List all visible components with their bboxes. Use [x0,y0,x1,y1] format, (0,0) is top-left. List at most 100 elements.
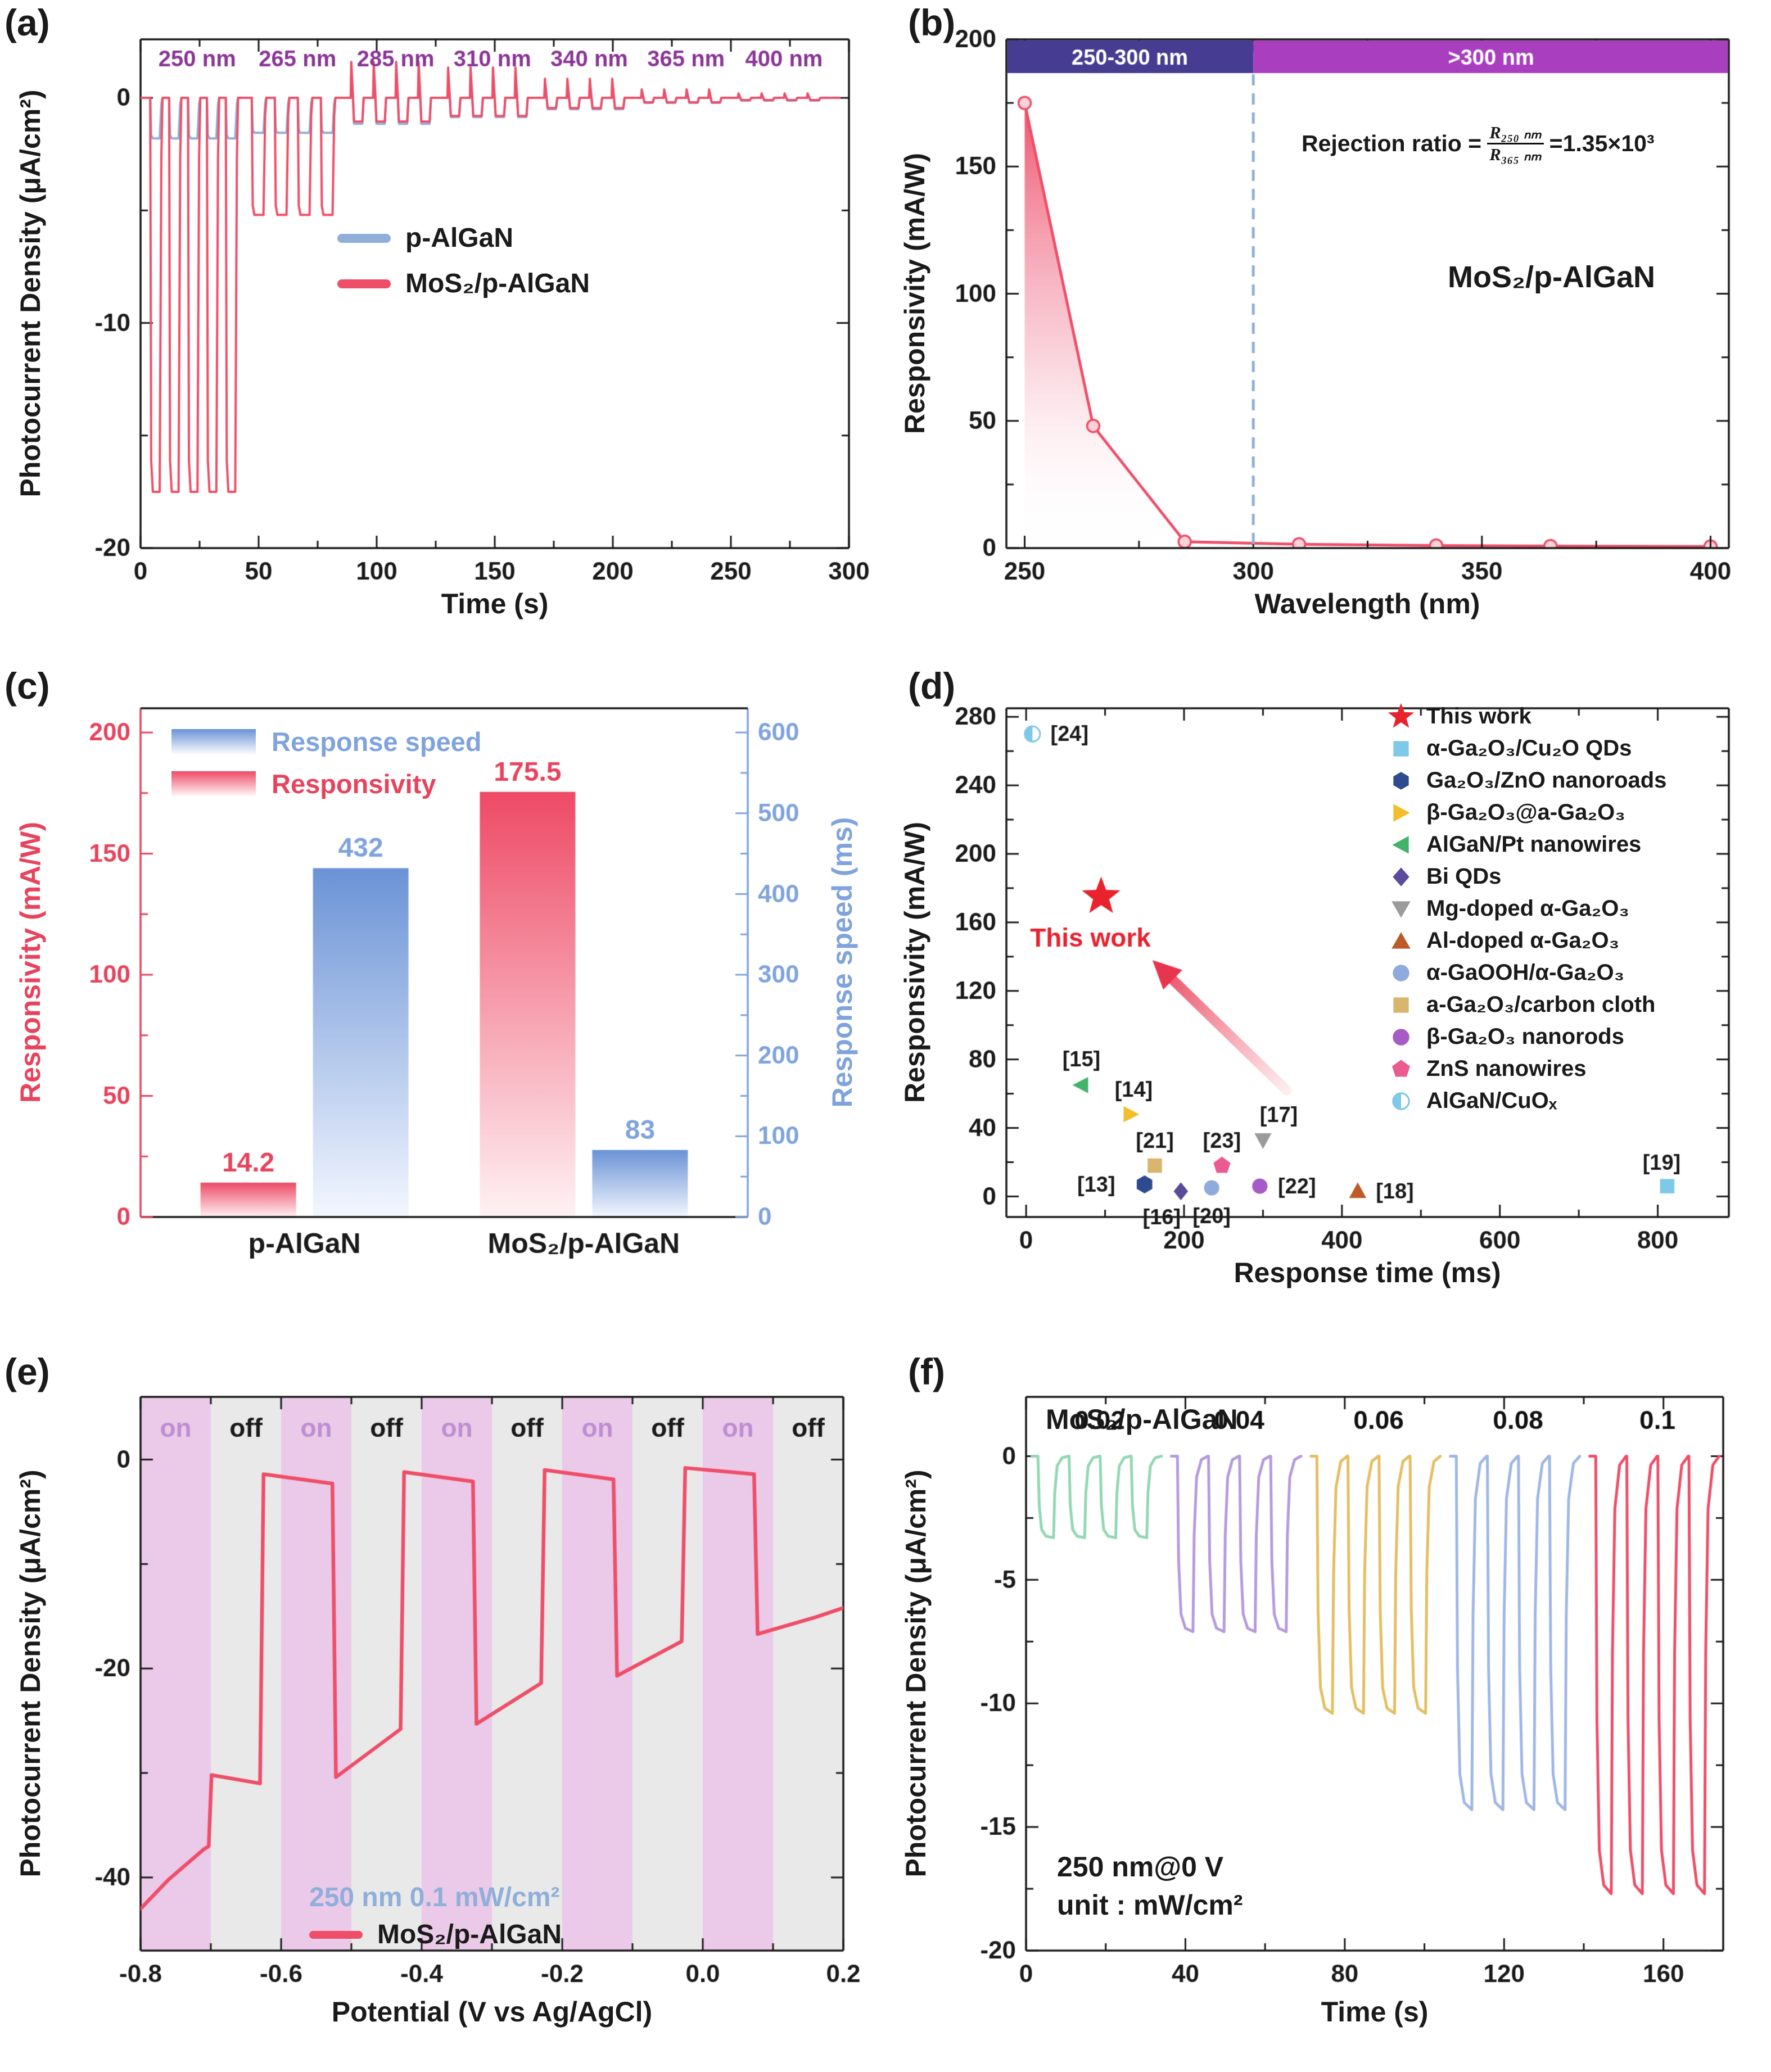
panel-e: (e) Photocurrent Density (μA/cm²) Potent… [0,1349,885,2072]
panel-e-x-axis-title: Potential (V vs Ag/AgCl) [331,1996,653,2028]
legend-item: Mg-doped α-Ga₂O₃ [1385,893,1666,925]
panel-b-chart [885,0,1771,663]
panel-a-y-axis-title: Photocurrent Density (μA/cm²) [15,89,46,497]
panel-d-legend: This work α-Ga₂O₃/Cu₂O QDs Ga₂O₃/ZnO nanor… [1385,700,1666,1117]
legend-item: This work [1385,700,1666,732]
panel-d-y-axis-title: Responsivity (mA/W) [899,821,930,1103]
panel-a-letter: (a) [4,2,50,43]
panel-a-legend: p-AlGaN MoS₂/p-AlGaN [337,223,590,314]
rejection-ratio-annotation: Rejection ratio = R₂₅₀ ₙₘ R₃₆₅ ₙₘ =1.35×… [1302,123,1655,164]
legend-label: α-GaOOH/α-Ga₂O₃ [1426,960,1625,985]
panel-a-x-axis-title: Time (s) [441,588,549,619]
legend-item: Response speed [171,726,482,757]
legend-label: AlGaN/CuOₓ [1426,1088,1557,1113]
triangle-right-icon [1385,801,1417,825]
legend-label: Responsivity [272,769,436,799]
legend-label: a-Ga₂O₃/carbon cloth [1426,992,1656,1017]
panel-f-device-label: MoS₂/p-AlGaN [1046,1404,1238,1435]
panel-d-letter: (d) [908,665,956,707]
legend-label: MoS₂/p-AlGaN [377,1920,562,1949]
panel-b-letter: (b) [908,2,956,43]
panel-d-chart [885,663,1771,1349]
legend-gradient-swatch [171,729,256,755]
legend-line-swatch [309,1930,363,1939]
panel-f-condition-line2: unit : mW/cm² [1057,1889,1243,1921]
panel-e-y-axis-title: Photocurrent Density (μA/cm²) [15,1469,46,1878]
hexagon-icon [1385,769,1417,793]
star-icon [1385,702,1417,732]
square-icon [1385,737,1417,761]
legend-item: MoS₂/p-AlGaN [309,1919,562,1950]
legend-item: Bi QDs [1385,861,1666,893]
panel-e-chart [0,1349,885,2072]
legend-item: AlGaN/CuOₓ [1385,1085,1666,1117]
panel-c-y-axis-title-left: Responsivity (mA/W) [15,821,46,1103]
legend-label: Bi QDs [1426,864,1502,889]
panel-d: (d) Responsivity (mA/W) Response time (m… [885,663,1771,1349]
legend-item: AlGaN/Pt nanowires [1385,829,1666,861]
legend-gradient-swatch [171,771,256,797]
legend-line-swatch [337,279,391,288]
circle-icon [1385,1025,1417,1049]
legend-line-swatch [337,233,391,243]
panel-a: (a) Photocurrent Density (μA/cm²) Time (… [0,0,885,663]
legend-item: α-Ga₂O₃/Cu₂O QDs [1385,732,1666,764]
panel-b-y-axis-title: Responsivity (mA/W) [899,152,930,435]
rejection-fraction: R₂₅₀ ₙₘ R₃₆₅ ₙₘ [1487,123,1544,164]
panel-e-letter: (e) [4,1351,50,1392]
legend-label: Al-doped α-Ga₂O₃ [1426,928,1620,953]
square-icon [1385,993,1417,1017]
rejection-prefix: Rejection ratio = [1302,130,1482,156]
legend-item: Ga₂O₃/ZnO nanoroads [1385,764,1666,797]
legend-label: This work [1426,704,1531,729]
panel-f-y-axis-title: Photocurrent Density (μA/cm²) [900,1469,932,1878]
panel-f-letter: (f) [908,1351,945,1392]
legend-item: α-GaOOH/α-Ga₂O₃ [1385,957,1666,989]
legend-item: MoS₂/p-AlGaN [337,268,590,299]
legend-item: ZnS nanowires [1385,1053,1666,1085]
diamond-icon [1385,865,1417,889]
rejection-denominator: R₃₆₅ ₙₘ [1489,144,1542,164]
circle-icon [1385,961,1417,985]
legend-item: a-Ga₂O₃/carbon cloth [1385,989,1666,1021]
panel-b-x-axis-title: Wavelength (nm) [1254,588,1480,619]
panel-f-condition-line1: 250 nm@0 V [1057,1851,1224,1883]
panel-c: (c) Responsivity (mA/W) Response speed (… [0,663,885,1349]
panel-b-device-label: MoS₂/p-AlGaN [1448,260,1655,294]
legend-label: α-Ga₂O₃/Cu₂O QDs [1426,736,1632,761]
panel-a-chart [0,0,885,663]
panel-b: (b) Responsivity (mA/W) Wavelength (nm) … [885,0,1771,663]
legend-label: Ga₂O₃/ZnO nanoroads [1426,768,1667,793]
panel-c-letter: (c) [4,665,50,707]
panel-c-y-axis-title-right: Response speed (ms) [826,817,858,1108]
panel-f: (f) Photocurrent Density (μA/cm²) Time (… [885,1349,1771,2072]
legend-label: p-AlGaN [405,223,513,253]
legend-label: ZnS nanowires [1426,1056,1587,1081]
legend-label: Mg-doped α-Ga₂O₃ [1426,896,1629,921]
pentagon-icon [1385,1057,1417,1081]
panel-f-chart [885,1349,1771,2072]
legend-label: Response speed [272,727,482,757]
rejection-numerator: R₂₅₀ ₙₘ [1487,123,1544,144]
panel-e-condition-label: 250 nm 0.1 mW/cm² [309,1883,560,1912]
legend-item: Al-doped α-Ga₂O₃ [1385,925,1666,957]
circle-half-icon [1385,1089,1417,1113]
panel-d-x-axis-title: Response time (ms) [1234,1257,1501,1288]
triangle-up-icon [1385,929,1417,953]
legend-item: β-Ga₂O₃@a-Ga₂O₃ [1385,797,1666,829]
legend-item: Responsivity [171,768,482,799]
legend-item: p-AlGaN [337,223,590,254]
triangle-left-icon [1385,833,1417,857]
panel-e-legend: MoS₂/p-AlGaN [309,1919,562,1965]
rejection-value: =1.35×10³ [1549,130,1655,156]
legend-label: β-Ga₂O₃ nanorods [1426,1024,1624,1049]
legend-label: MoS₂/p-AlGaN [405,269,590,298]
legend-label: AlGaN/Pt nanowires [1426,832,1642,857]
panel-c-legend: Response speed Responsivity [171,726,482,811]
legend-item: β-Ga₂O₃ nanorods [1385,1021,1666,1053]
panel-c-chart [0,663,885,1349]
triangle-down-icon [1385,897,1417,921]
legend-label: β-Ga₂O₃@a-Ga₂O₃ [1426,800,1625,825]
panel-f-x-axis-title: Time (s) [1321,1996,1429,2028]
